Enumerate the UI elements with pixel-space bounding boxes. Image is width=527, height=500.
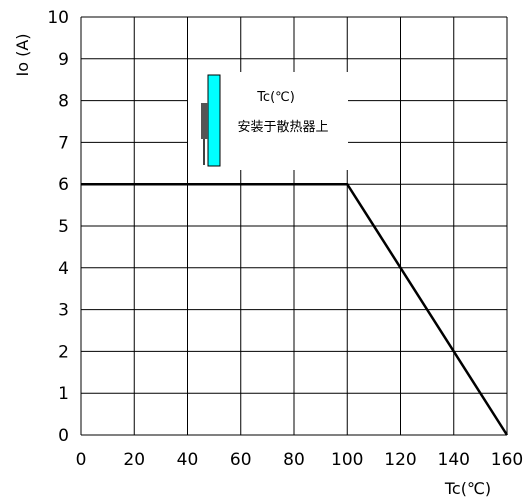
- y-tick-label-0: 0: [58, 426, 69, 446]
- x-tick-label-60: 60: [230, 450, 252, 470]
- x-tick-label-40: 40: [177, 450, 199, 470]
- component-icon: [201, 103, 208, 139]
- x-tick-label-20: 20: [123, 450, 145, 470]
- y-tick-label-2: 2: [58, 342, 69, 362]
- annotation-line1: Tc(℃): [256, 90, 295, 105]
- series-layer: [81, 182, 509, 436]
- y-tick-label-10: 10: [47, 8, 69, 28]
- y-tick-label-8: 8: [58, 92, 69, 112]
- y-tick-label-5: 5: [58, 217, 69, 237]
- y-tick-labels: 0 1 2 3 4 5 6 7 8 9 10: [47, 8, 69, 446]
- x-axis-label: Tc(℃): [444, 479, 491, 498]
- heatsink-icon: [207, 74, 221, 167]
- x-tick-label-120: 120: [384, 450, 416, 470]
- y-axis-label: Io (A): [13, 33, 32, 76]
- annotation-line2: 安装于散热器上: [237, 120, 328, 135]
- y-tick-label-6: 6: [58, 175, 69, 195]
- x-tick-label-0: 0: [76, 450, 87, 470]
- x-tick-label-100: 100: [331, 450, 363, 470]
- x-tick-labels: 0 20 40 60 80 100 120 140 160: [76, 450, 524, 470]
- y-tick-label-3: 3: [58, 301, 69, 321]
- x-tick-label-160: 160: [491, 450, 523, 470]
- x-tick-label-80: 80: [283, 450, 305, 470]
- heatsink-annotation: Tc(℃) 安装于散热器上: [188, 72, 348, 170]
- y-tick-label-4: 4: [58, 259, 69, 279]
- y-tick-label-7: 7: [58, 133, 69, 153]
- y-tick-label-1: 1: [58, 384, 69, 404]
- series-line-0: [81, 182, 509, 436]
- y-tick-label-9: 9: [58, 50, 69, 70]
- x-tick-label-140: 140: [438, 450, 470, 470]
